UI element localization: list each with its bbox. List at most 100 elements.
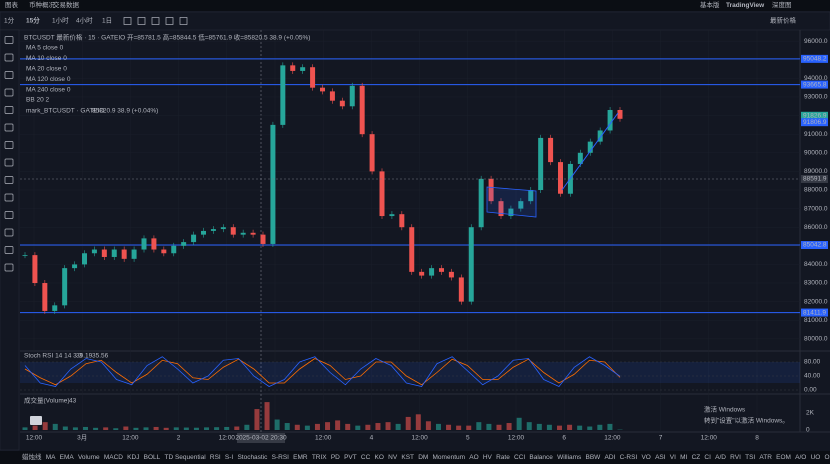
toolbar-icon[interactable] (165, 17, 174, 25)
candle (131, 249, 137, 259)
study-legend[interactable]: BB 20 2 (26, 97, 50, 104)
nav-tab[interactable]: 币种概况 (29, 0, 56, 9)
indicator-button[interactable]: RSI (210, 454, 221, 461)
indicator-button[interactable]: ASI (655, 454, 666, 461)
study-legend[interactable]: MA 120 close 0 (26, 76, 71, 83)
indicator-button[interactable]: UO (811, 454, 821, 461)
volume-bar (395, 423, 401, 430)
tool-icon[interactable] (4, 123, 14, 132)
indicator-button[interactable]: RVI (730, 454, 741, 461)
tool-icon[interactable] (4, 228, 14, 237)
nav-link[interactable]: TradingView (726, 2, 765, 9)
candle (62, 268, 68, 306)
toolbar-icon[interactable] (123, 17, 132, 25)
level-label: 93665.8 (803, 81, 827, 88)
tool-icon[interactable] (4, 53, 14, 62)
indicator-button[interactable]: EOM (776, 454, 791, 461)
volume-bar (355, 425, 361, 430)
candle (518, 201, 524, 209)
indicator-button[interactable]: S-RSI (272, 454, 290, 461)
indicator-button[interactable]: TSI (745, 454, 755, 461)
tool-icon[interactable] (4, 158, 14, 167)
toolbar-icon[interactable] (137, 17, 146, 25)
indicator-button[interactable]: VO (641, 454, 650, 461)
tool-icon[interactable] (4, 193, 14, 202)
indicator-button[interactable]: AO (469, 454, 478, 461)
nav-link[interactable]: 基本版 (700, 0, 720, 9)
tool-icon[interactable] (4, 141, 14, 149)
indicator-button[interactable]: KST (401, 454, 414, 461)
volume-bar (62, 426, 68, 430)
toolbar-icon[interactable] (179, 17, 188, 25)
tool-icon[interactable] (4, 246, 14, 254)
x-tick-label: 12:00 (411, 435, 428, 442)
indicator-button[interactable]: OBV (825, 454, 830, 461)
indicator-button[interactable]: 蜡烛线 (22, 452, 42, 461)
level-label: 81411.9 (803, 309, 826, 316)
interval-button[interactable]: 1分 (4, 16, 15, 25)
indicator-button[interactable]: MACD (104, 454, 123, 461)
nav-tab[interactable]: 交易数据 (53, 0, 80, 9)
tool-icon[interactable] (4, 176, 14, 184)
nav-tab[interactable]: 图表 (5, 0, 19, 9)
indicator-button[interactable]: NV (388, 454, 398, 461)
volume-bar (42, 422, 48, 430)
tool-icon[interactable] (4, 88, 14, 97)
indicator-button[interactable]: ATR (759, 454, 772, 461)
tool-icon[interactable] (4, 106, 14, 114)
indicator-button[interactable]: VI (670, 454, 676, 461)
interval-button[interactable]: 1日 (102, 17, 112, 25)
indicator-button[interactable]: PVT (344, 454, 357, 461)
indicator-button[interactable]: Stochastic (237, 454, 268, 461)
volume-bar (597, 424, 603, 430)
indicator-button[interactable]: CCI (514, 454, 525, 461)
interval-button[interactable]: 4小时 (76, 16, 93, 25)
tool-icon[interactable] (4, 211, 14, 219)
indicator-button[interactable]: DM (418, 454, 428, 461)
indicator-button[interactable]: C-RSI (620, 454, 638, 461)
indicator-button[interactable]: Williams (557, 454, 582, 461)
candle (558, 162, 563, 194)
x-tick-label: 3月 (77, 434, 87, 442)
indicator-button[interactable]: ADI (605, 454, 616, 461)
indicator-button[interactable]: Rate (496, 454, 510, 461)
tool-icon[interactable] (4, 36, 14, 44)
tool-icon[interactable] (4, 263, 14, 272)
indicator-button[interactable]: Balance (529, 454, 553, 461)
indicator-button[interactable]: HV (483, 454, 493, 461)
indicator-button[interactable]: EMA (60, 454, 75, 461)
candle (300, 67, 306, 71)
indicator-button[interactable]: A/D (715, 454, 726, 461)
interval-button[interactable]: 1小时 (52, 16, 69, 25)
volume-bar (294, 424, 300, 430)
indicator-button[interactable]: S-I (225, 454, 234, 461)
indicator-button[interactable]: KDJ (127, 454, 139, 461)
indicator-button[interactable]: PD (331, 454, 340, 461)
indicator-button[interactable]: Momentum (433, 454, 466, 461)
indicator-button[interactable]: Volume (78, 454, 100, 461)
indicator-button[interactable]: CI (704, 454, 711, 461)
y-tick-label: 86000.0 (804, 224, 828, 231)
indicator-button[interactable]: MA (46, 454, 56, 461)
indicator-button[interactable]: BOLL (144, 454, 161, 461)
price-mode[interactable]: 最新价格 (770, 16, 797, 25)
study-legend[interactable]: MA 20 close 0 (26, 66, 67, 73)
indicator-button[interactable]: CC (361, 454, 371, 461)
study-legend[interactable]: MA 10 close 0 (26, 55, 67, 62)
indicator-button[interactable]: TD Sequential (164, 454, 206, 461)
study-legend[interactable]: MA 5 close 0 (26, 45, 64, 52)
toolbar-icon[interactable] (151, 17, 160, 25)
indicator-button[interactable]: TRIX (312, 454, 327, 461)
indicator-button[interactable]: EMR (293, 454, 308, 461)
interval-button[interactable]: 15分 (26, 16, 40, 25)
indicator-button[interactable]: A/O (795, 454, 806, 461)
indicator-button[interactable]: MI (680, 454, 687, 461)
volume-bar (72, 427, 78, 430)
indicator-button[interactable]: KO (375, 454, 384, 461)
x-tick-label: 8 (755, 435, 759, 442)
study-legend[interactable]: MA 240 close 0 (26, 86, 71, 93)
nav-link[interactable]: 深度图 (772, 0, 792, 9)
indicator-button[interactable]: BBW (586, 454, 602, 461)
indicator-button[interactable]: CZ (692, 454, 701, 461)
tool-icon[interactable] (4, 71, 14, 79)
